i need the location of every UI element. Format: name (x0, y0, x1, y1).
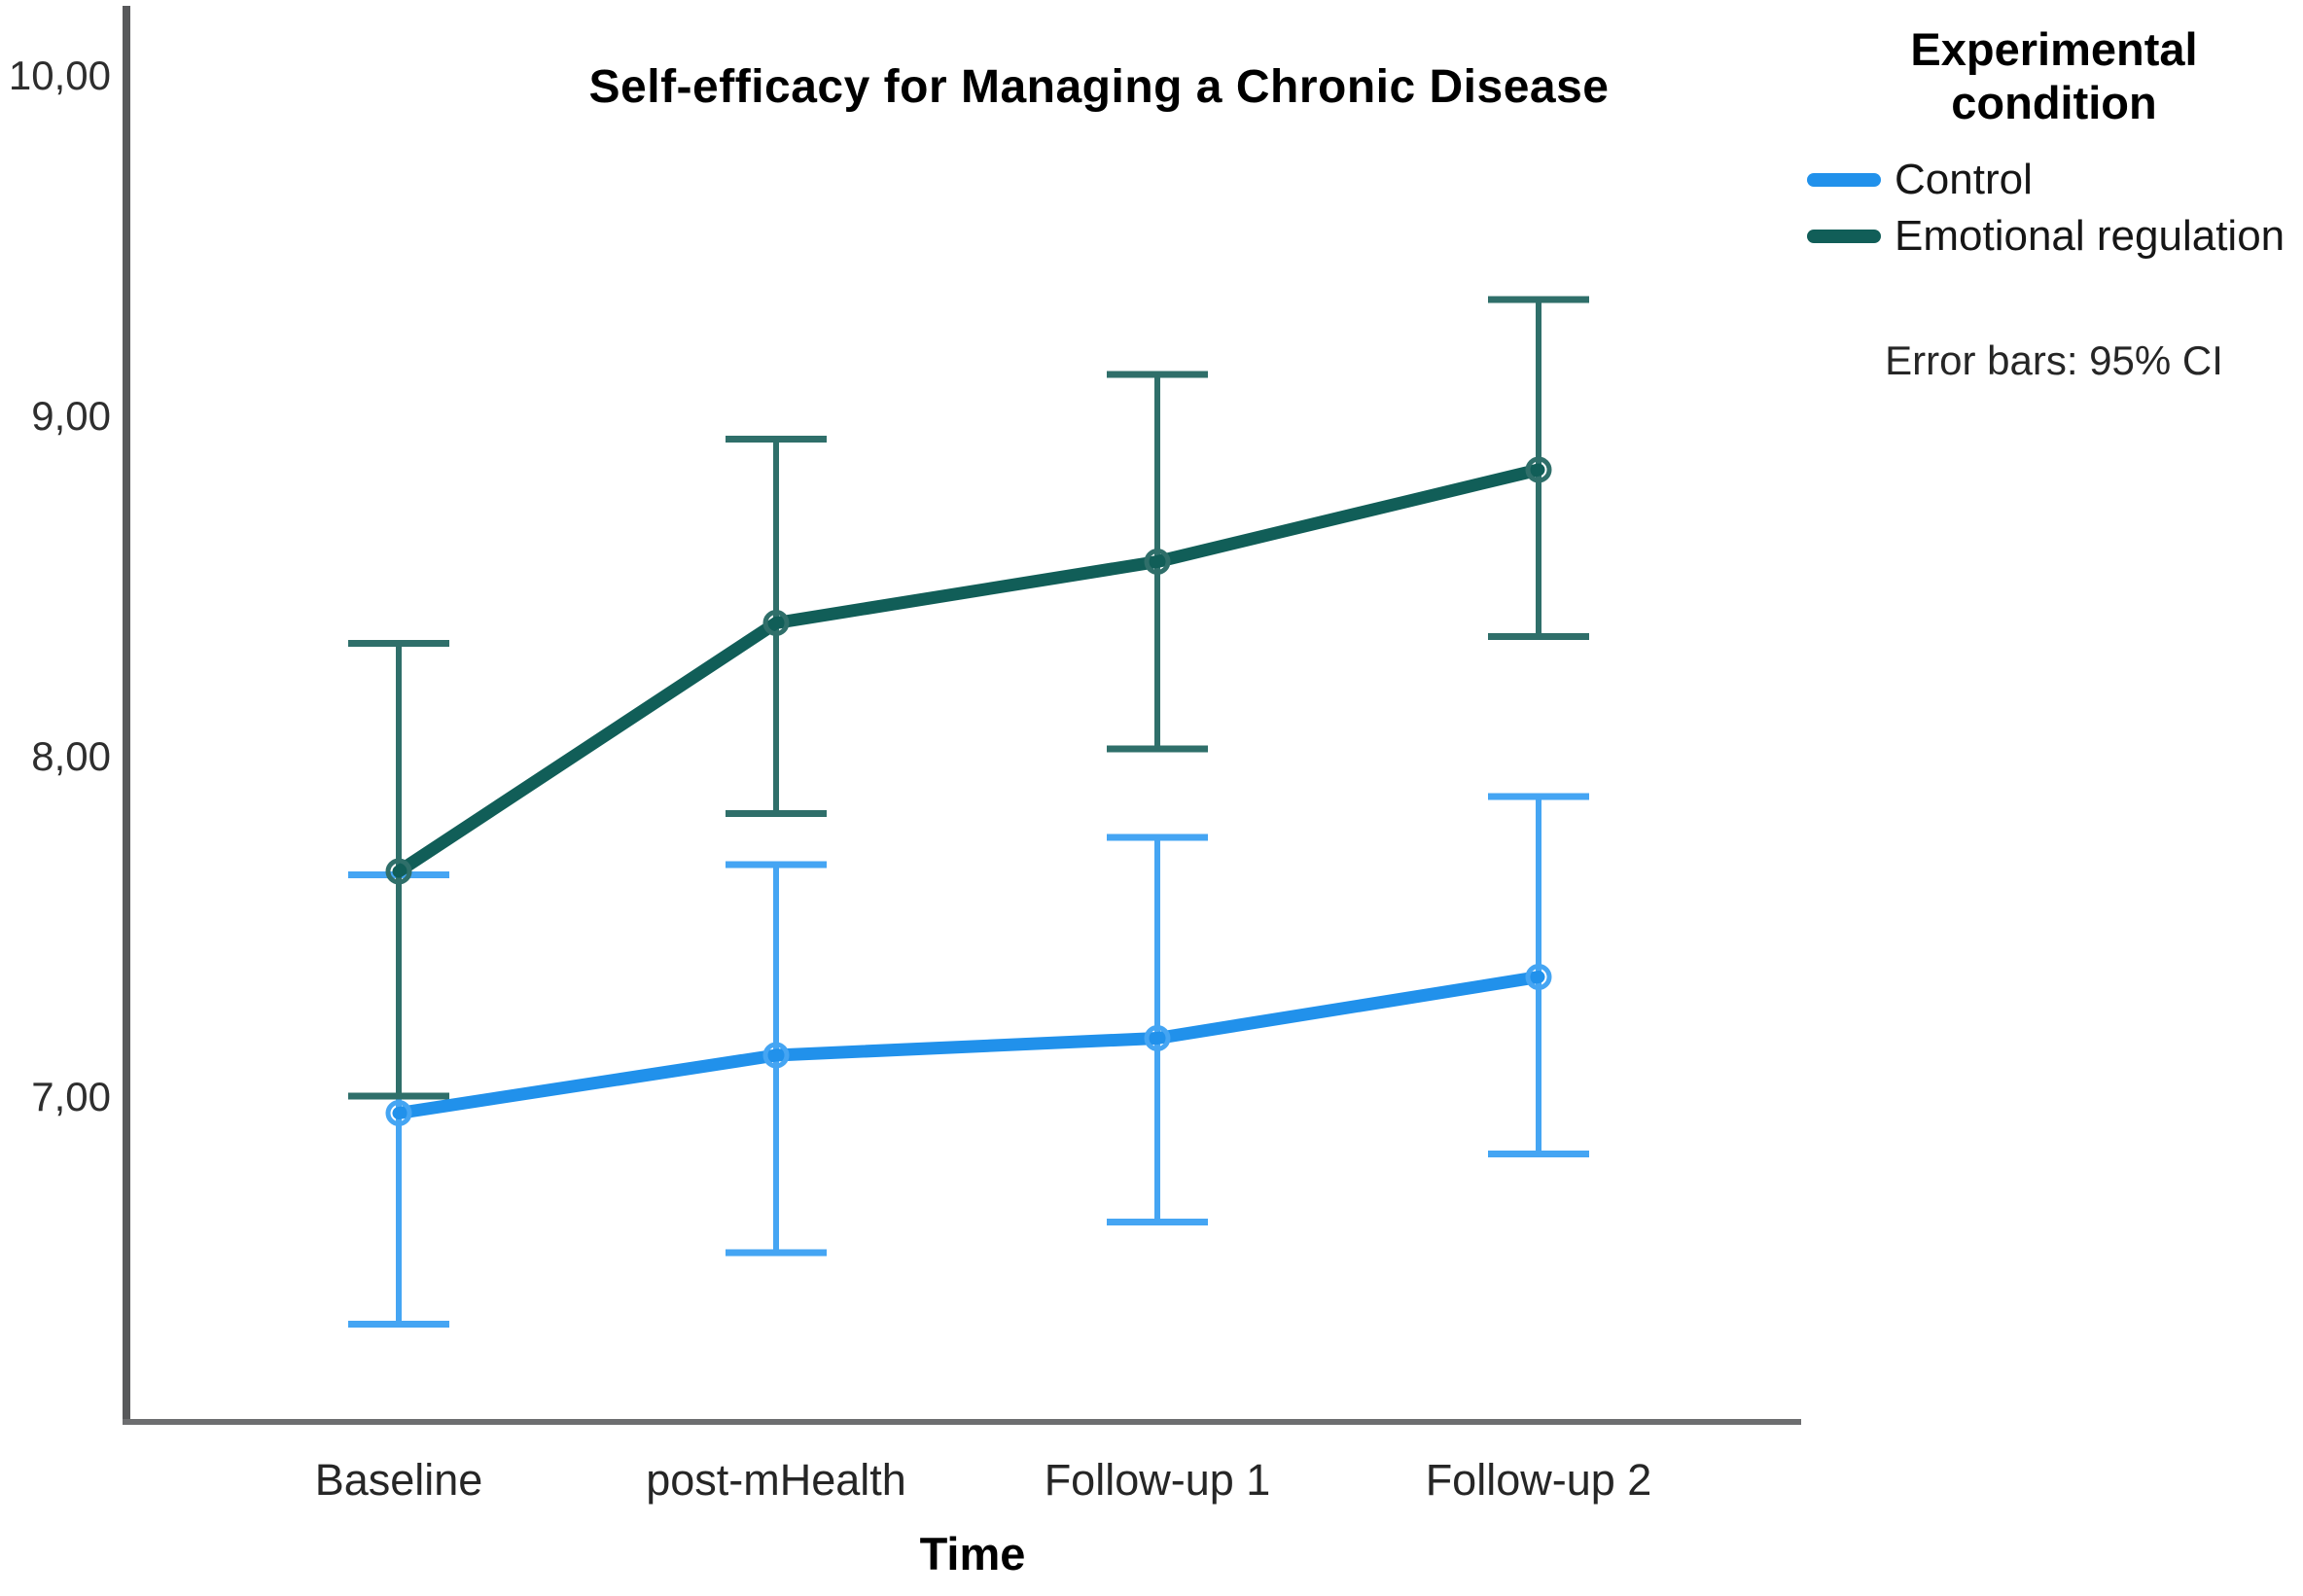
series-line-emotional-regulation (392, 463, 1545, 878)
y-tick-label: 8,00 (31, 733, 111, 779)
legend-title: Experimental condition (1910, 23, 2198, 128)
x-axis-title: Time (919, 1528, 1026, 1579)
data-point-marker (385, 1100, 412, 1126)
y-tick-label: 10,00 (9, 53, 111, 98)
data-point-marker (762, 1042, 790, 1069)
legend: Experimental condition Control Emotional… (1807, 23, 2301, 384)
y-tick-label: 9,00 (31, 393, 111, 439)
data-point-marker (1525, 456, 1552, 483)
x-axis-ticks: Baseline post-mHealth Follow-up 1 Follow-up… (315, 1455, 1652, 1505)
x-tick-label: Follow-up 1 (1045, 1455, 1271, 1505)
error-bars-emotional-regulation (348, 296, 1589, 1100)
legend-items: Control Emotional regulation (1807, 155, 2301, 262)
markers-control (385, 964, 1552, 1126)
error-bars-layer (348, 296, 1589, 1328)
y-tick-label: 7,00 (31, 1074, 111, 1119)
chart-title: Self-efficacy for Managing a Chronic Dis… (588, 61, 1610, 113)
x-tick-label: post-mHealth (646, 1455, 906, 1505)
data-point-marker (1144, 1025, 1171, 1051)
series-lines-layer (392, 463, 1545, 1119)
legend-swatch-control (1807, 173, 1881, 188)
data-point-marker (1525, 964, 1552, 990)
markers-emotional-regulation (385, 456, 1552, 885)
x-tick-label: Follow-up 2 (1426, 1455, 1652, 1505)
error-bars-note: Error bars: 95% CI (1885, 337, 2223, 384)
error-bars-control (348, 793, 1589, 1328)
legend-row-emotional-regulation: Emotional regulation (1807, 211, 2301, 262)
y-axis-ticks: 10,00 9,00 8,00 7,00 (9, 53, 111, 1119)
markers-layer (385, 456, 1552, 1126)
series-line-control (392, 971, 1545, 1119)
axes-layer (123, 6, 1801, 1425)
data-point-marker (1144, 549, 1171, 575)
data-point-marker (762, 610, 790, 636)
legend-label-control: Control (1895, 156, 2033, 204)
legend-row-control: Control (1807, 155, 2301, 205)
x-tick-label: Baseline (315, 1455, 483, 1505)
legend-swatch-emotional-regulation (1807, 230, 1881, 244)
data-point-marker (385, 858, 412, 885)
legend-label-emotional-regulation: Emotional regulation (1895, 212, 2285, 261)
